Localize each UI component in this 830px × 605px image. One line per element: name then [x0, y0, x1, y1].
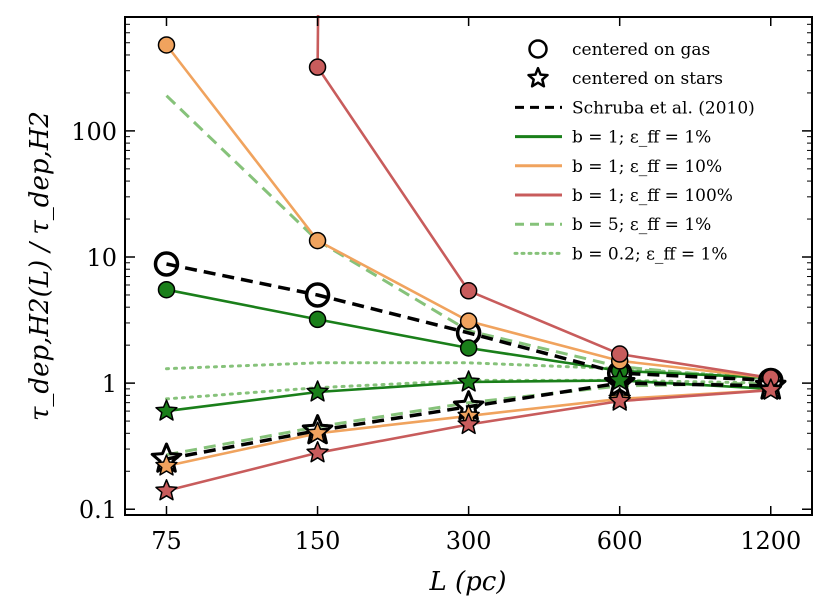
series-line-b-0-2-eff-1-gas: [165, 361, 773, 380]
legend-item-7-label: b = 5; ε_ff = 1%: [572, 215, 711, 235]
point-schruba-et-al-2010-gas-150: [304, 282, 331, 308]
point-b-1-eff-100-stars-1200: [759, 378, 782, 400]
point-b-1-eff-1-stars-75: [155, 399, 178, 421]
x-tick-label-1200: 1200: [740, 527, 801, 555]
point-b-1-eff-100-stars-300: [457, 412, 480, 435]
point-b-1-eff-100-gas-300: [459, 282, 478, 300]
point-schruba-et-al-2010-gas-75: [153, 251, 180, 277]
point-b-1-eff-10-gas-150: [308, 231, 327, 250]
point-b-1-eff-100-stars-150: [306, 441, 329, 463]
legend-item-3-label: Schruba et al. (2010): [572, 98, 755, 118]
point-b-1-eff-1-stars-600: [608, 368, 631, 391]
legend-item-4-label: b = 1; ε_ff = 1%: [572, 128, 711, 148]
point-b-1-eff-100-stars-600: [608, 389, 631, 411]
x-tick-label-300: 300: [446, 527, 492, 555]
x-tick-label-150: 150: [295, 527, 341, 555]
point-b-1-eff-1-gas-300: [459, 339, 478, 357]
series-line-b-5-eff-1-stars: [166, 381, 771, 457]
y-tick-label-10: 10: [86, 244, 117, 272]
point-b-1-eff-1-stars-300: [457, 370, 480, 392]
y-tick-label-100: 100: [71, 118, 117, 146]
x-axis-label: L (pc): [428, 567, 506, 597]
series-line-schruba-et-al-2010-gas: [166, 262, 771, 383]
legend-item-2-marker: [527, 66, 549, 88]
point-b-1-eff-1-gas-75: [157, 280, 176, 299]
tick-layer: 75 150 300 600 1200 0.1 1 10 100: [71, 17, 812, 555]
y-axis-label: τ_dep,H2(L) / τ_dep,H2: [25, 111, 55, 421]
y-tick-label-1: 1: [102, 370, 117, 398]
point-b-1-eff-10-gas-300: [459, 312, 478, 330]
legend-item-1-marker: [528, 39, 548, 59]
point-b-1-eff-100-gas-150: [308, 58, 327, 76]
point-b-1-eff-100-gas-600: [610, 345, 629, 363]
legend-item-1-label: centered on gas: [572, 40, 710, 60]
point-b-1-eff-100-stars-75: [155, 479, 178, 501]
point-b-1-eff-10-gas-75: [157, 36, 176, 54]
point-b-1-eff-10-stars-75: [155, 454, 178, 476]
legend-item-8-label: b = 0.2; ε_ff = 1%: [572, 244, 728, 264]
legend-item-2-label: centered on stars: [572, 69, 723, 89]
marker-layer: [150, 36, 787, 501]
x-tick-label-600: 600: [597, 527, 643, 555]
point-b-1-eff-10-stars-150: [306, 421, 329, 443]
y-tick-label-0.1: 0.1: [79, 496, 117, 524]
point-b-1-eff-1-stars-150: [306, 380, 329, 402]
legend-item-5-label: b = 1; ε_ff = 10%: [572, 157, 722, 177]
plot-frame: [124, 16, 813, 516]
legend-item-6-label: b = 1; ε_ff = 100%: [572, 186, 733, 206]
x-tick-label-75: 75: [151, 527, 182, 555]
point-b-1-eff-1-gas-150: [308, 310, 327, 329]
legend: centered on gas centered on stars Schruba …: [513, 39, 755, 264]
